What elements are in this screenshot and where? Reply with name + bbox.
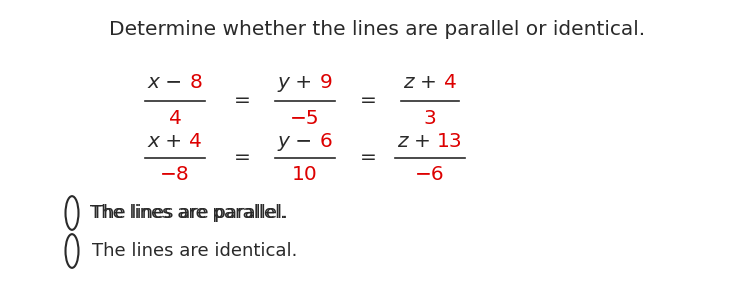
Text: −6: −6 [415,166,445,184]
Text: The lines are identical.: The lines are identical. [92,242,297,260]
Text: 4: 4 [189,132,202,150]
Text: =: = [360,91,376,110]
Text: 4: 4 [169,109,182,127]
Text: =: = [360,148,376,168]
Text: Determine whether the lines are parallel or identical.: Determine whether the lines are parallel… [109,20,645,39]
Text: 8: 8 [189,74,202,93]
Text: −8: −8 [160,166,190,184]
Text: 4: 4 [443,74,457,93]
Text: −5: −5 [290,109,320,127]
Text: =: = [234,91,250,110]
Text: 3: 3 [424,109,437,127]
Text: x −: x − [148,74,189,93]
Text: 13: 13 [437,132,463,150]
Text: x +: x + [148,132,189,150]
Text: 10: 10 [292,166,318,184]
Text: z +: z + [403,74,443,93]
Text: The lines are parallel.: The lines are parallel. [90,204,286,222]
Text: 6: 6 [320,132,332,150]
Text: The lines are parallel.: The lines are parallel. [92,204,288,222]
Text: =: = [234,148,250,168]
Text: y −: y − [278,132,320,150]
Text: y +: y + [278,74,320,93]
Text: z +: z + [397,132,437,150]
Text: 9: 9 [320,74,332,93]
